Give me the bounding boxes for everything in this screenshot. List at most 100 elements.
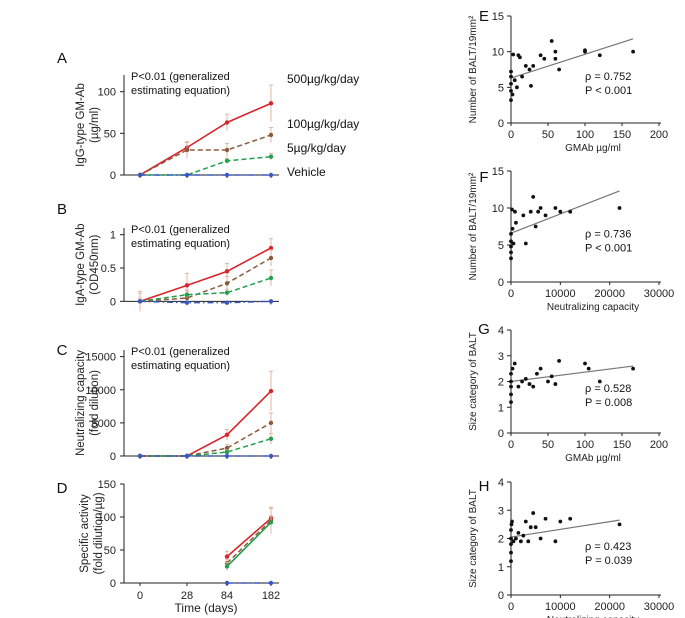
y-tick-label: 5000 <box>92 418 116 430</box>
data-point-red <box>224 432 230 437</box>
series-line-brown <box>139 134 272 176</box>
scatter-point <box>521 213 526 218</box>
scatter-point <box>520 74 524 79</box>
series-line-green <box>139 277 272 303</box>
scatter-point <box>516 384 521 389</box>
scatter-point <box>509 256 513 261</box>
y-tick-label: 100 <box>98 512 116 524</box>
data-point-blue <box>184 453 190 459</box>
scatter-point <box>509 542 513 547</box>
scatter-point <box>631 366 635 371</box>
x-tick-label: 30000 <box>644 288 675 300</box>
y-tick-label: 100 <box>98 87 116 99</box>
y-tick-label: 1 <box>498 562 504 574</box>
data-point-red <box>224 120 230 125</box>
panel-F: F 0 5 10 15 0 10000 20000 30000 Neutralizing capa… <box>468 166 674 313</box>
data-point-brown <box>224 281 230 286</box>
scatter-point <box>535 371 539 376</box>
x-tick-label: 0 <box>508 129 514 141</box>
scatter-point <box>510 519 514 524</box>
y-tick-label: 0 <box>498 118 504 130</box>
y-axis-label: Neutralizing capacity (fold dilution) <box>75 350 101 456</box>
scatter-point <box>531 384 536 389</box>
scatter-point <box>509 98 513 103</box>
scatter-point <box>597 53 602 58</box>
scatter-point <box>557 359 561 363</box>
series-line-blue <box>139 300 272 304</box>
scatter-point <box>521 533 526 538</box>
x-axis-label: Neutralizing capacity <box>547 615 639 618</box>
scatter-point <box>509 559 513 563</box>
scatter-point <box>568 209 573 214</box>
data-point-blue <box>268 299 274 304</box>
data-point-blue <box>137 299 143 304</box>
legend-entry: 100µg/kg/day <box>287 117 359 131</box>
scatter-point <box>518 539 523 544</box>
y-axis-label: Number of BALT/19mm² <box>468 172 479 280</box>
panel-D: D 0 50 100 150 0 28 84 182 Time (days) Specific ac… <box>57 479 281 615</box>
x-axis-label: GMAb µg/ml <box>565 143 621 154</box>
data-point-red <box>224 554 230 559</box>
regression-line <box>510 38 634 79</box>
series-line-green <box>140 438 272 457</box>
scatter-point <box>514 220 518 225</box>
x-tick-label: 200 <box>650 439 668 451</box>
y-axis-label: IgG-type GM-Ab (µg/ml) <box>75 83 101 167</box>
y-tick-label: 1 <box>498 402 504 414</box>
data-point-blue <box>224 300 230 305</box>
x-tick-label: 30000 <box>644 601 675 613</box>
scatter-point <box>529 84 533 88</box>
scatter-point <box>631 49 635 54</box>
x-tick-label: 150 <box>613 439 631 451</box>
y-tick-label: 0 <box>110 170 116 182</box>
scatter-point <box>517 55 522 60</box>
data-point-green <box>184 292 190 297</box>
x-tick-label: 0 <box>508 439 514 451</box>
series-line-brown <box>140 422 272 457</box>
scatter-point <box>510 92 515 97</box>
data-point-green <box>224 290 230 295</box>
legend-entry: 5µg/kg/day <box>287 141 346 155</box>
legend-entry: Vehicle <box>287 165 326 179</box>
scatter-point <box>531 64 536 68</box>
series-line-red <box>226 517 272 558</box>
scatter-point <box>531 511 536 515</box>
y-axis-label-line: Neutralizing capacity <box>75 350 87 456</box>
x-tick-label: 28 <box>181 590 193 602</box>
data-point-brown <box>268 255 274 261</box>
x-tick-label: 150 <box>613 129 631 141</box>
scatter-point <box>528 209 533 214</box>
y-tick-label: 0.5 <box>101 263 116 275</box>
scatter-point <box>557 67 561 72</box>
stats-line: ρ = 0.423 <box>585 541 631 553</box>
scatter-point <box>617 206 622 210</box>
data-point-red <box>268 245 274 251</box>
y-axis-label-line: Specific activity <box>79 494 91 573</box>
x-tick-label: 84 <box>221 590 233 602</box>
data-point-blue <box>224 580 230 586</box>
data-point-green <box>224 158 230 164</box>
regression-line <box>510 190 620 234</box>
x-tick-label: 50 <box>542 129 554 141</box>
scatter-point <box>523 64 528 68</box>
y-tick-label: 3 <box>498 351 504 363</box>
y-tick-label: 2 <box>498 534 504 546</box>
y-tick-label: 50 <box>104 545 116 557</box>
scatter-point <box>533 525 538 530</box>
y-tick-label: 5 <box>498 240 504 252</box>
annotation-line: estimating equation) <box>131 238 230 250</box>
panel-label: C <box>57 342 68 359</box>
y-axis-label-line: (µg/ml) <box>89 107 101 143</box>
x-tick-label: 0 <box>137 590 143 602</box>
y-axis-label-line: IgG-type GM-Ab <box>75 83 87 167</box>
annotation-line: P<0.01 (generalized <box>131 346 230 358</box>
scatter-point <box>543 516 548 521</box>
y-axis-label-line: IgA-type GM-Ab <box>75 223 87 305</box>
y-tick-label: 15 <box>492 166 504 178</box>
series-line-brown <box>139 257 272 303</box>
stats-line: P = 0.039 <box>585 555 632 567</box>
data-point-green <box>268 436 274 441</box>
scatter-point <box>542 56 547 61</box>
